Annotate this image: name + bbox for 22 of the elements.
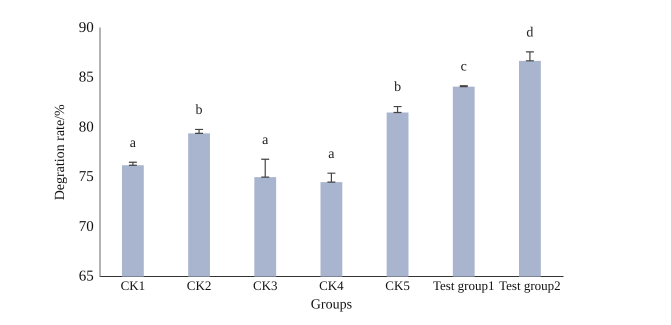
- x-tick-label: CK1: [120, 278, 146, 293]
- y-axis-title: Degration rate/%: [53, 104, 68, 200]
- y-tick-label: 75: [78, 169, 94, 186]
- annotation: a: [328, 146, 336, 162]
- x-tick-label: CK5: [385, 278, 410, 293]
- annotation: a: [130, 136, 137, 151]
- annotation: b: [394, 80, 402, 96]
- annotation: c: [460, 59, 467, 74]
- annotation: d: [526, 26, 534, 41]
- x-tick-label: Test group1: [432, 278, 495, 293]
- y-tick-label: 70: [78, 218, 94, 235]
- y-tick-label: 90: [78, 20, 94, 36]
- x-tick-label: CK4: [319, 278, 344, 293]
- y-tick-label: 65: [78, 268, 94, 285]
- x-axis-title: Groups: [310, 297, 352, 312]
- annotation: b: [196, 103, 203, 118]
- x-tick-label: CK3: [252, 278, 278, 293]
- annotation: a: [262, 132, 270, 148]
- x-tick-label: CK2: [186, 278, 212, 293]
- y-tick-label: 80: [78, 119, 94, 136]
- x-tick-label: Test group2: [499, 278, 561, 293]
- y-tick-label: 85: [78, 70, 94, 86]
